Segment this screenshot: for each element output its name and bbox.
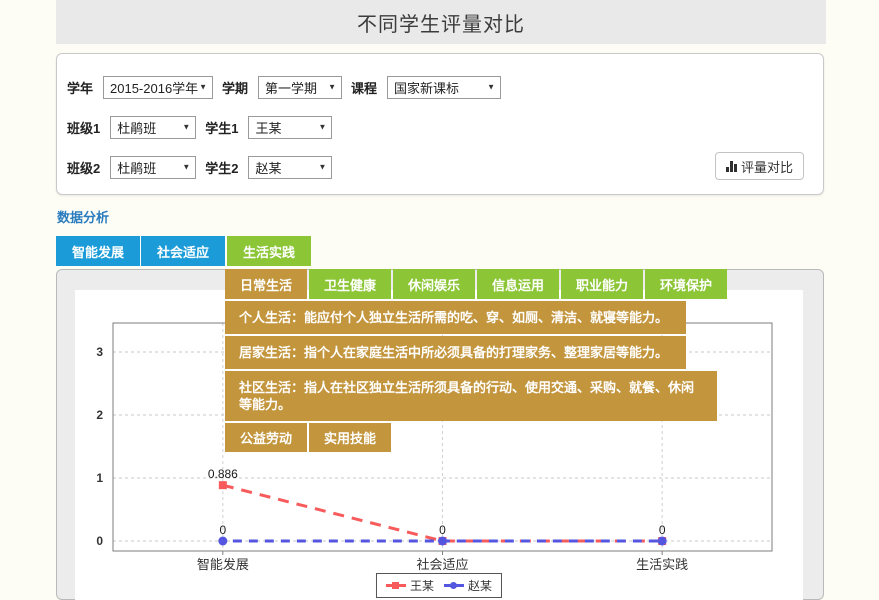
page-header: 不同学生评量对比 <box>56 0 826 44</box>
semester-label: 学期 <box>222 80 249 96</box>
student1-label: 学生1 <box>205 120 239 136</box>
blue-circle-marker-icon <box>444 581 464 590</box>
svg-text:智能发展: 智能发展 <box>197 557 249 572</box>
bar-chart-icon <box>725 160 737 172</box>
class1-value: 杜鹃班 <box>117 120 157 136</box>
student2-label: 学生2 <box>205 160 239 176</box>
red-square-marker-icon <box>385 581 406 590</box>
legend-label-student1: 王某 <box>409 579 434 593</box>
submenu-information-use[interactable]: 信息运用 <box>477 269 559 299</box>
svg-text:3: 3 <box>96 345 103 359</box>
svg-text:0: 0 <box>96 534 103 548</box>
student2-value: 赵某 <box>255 160 282 176</box>
svg-text:0: 0 <box>219 523 226 537</box>
svg-text:0: 0 <box>439 523 446 537</box>
svg-text:0.886: 0.886 <box>208 467 238 481</box>
svg-text:1: 1 <box>96 471 103 485</box>
student2-select[interactable]: 赵某 ▼ <box>248 155 333 179</box>
chart-legend: 王某 赵某 <box>375 573 503 598</box>
submenu-hygiene-health[interactable]: 卫生健康 <box>309 269 391 299</box>
student1-select[interactable]: 王某 ▼ <box>248 115 333 139</box>
filter-row-3: 班级2 杜鹃班 ▼ 学生2 赵某 ▼ <box>67 155 341 179</box>
tab-intelligence-development[interactable]: 智能发展 <box>56 236 140 266</box>
life-practice-dropdown-menu: 日常生活 卫生健康 休闲娱乐 信息运用 职业能力 环境保护 个人生活：能应付个人… <box>225 269 729 452</box>
class2-value: 杜鹃班 <box>117 160 157 176</box>
semester-select[interactable]: 第一学期 ▼ <box>258 75 343 99</box>
submenu-row: 日常生活 卫生健康 休闲娱乐 信息运用 职业能力 环境保护 <box>225 269 729 299</box>
legend-item-student1[interactable]: 王某 <box>385 577 434 594</box>
compare-button[interactable]: 评量对比 <box>714 152 804 180</box>
menu-item-personal-life[interactable]: 个人生活：能应付个人独立生活所需的吃、穿、如厕、清洁、就寝等能力。 <box>225 301 686 334</box>
menu-actions-row: 公益劳动 实用技能 <box>225 423 729 452</box>
svg-text:社会适应: 社会适应 <box>416 557 468 572</box>
chevron-down-icon: ▼ <box>328 82 337 92</box>
submenu-leisure-entertainment[interactable]: 休闲娱乐 <box>393 269 475 299</box>
class2-label: 班级2 <box>67 160 101 176</box>
filter-row-1: 学年 2015-2016学年 ▼ 学期 第一学期 ▼ 课程 国家新课标 ▼ <box>67 75 510 99</box>
class2-select[interactable]: 杜鹃班 ▼ <box>110 155 197 179</box>
chevron-down-icon: ▼ <box>199 82 208 92</box>
data-analysis-heading: 数据分析 <box>57 210 110 225</box>
course-label: 课程 <box>351 80 378 96</box>
student1-value: 王某 <box>255 120 282 136</box>
legend-label-student2: 赵某 <box>468 579 493 593</box>
school-year-select[interactable]: 2015-2016学年 ▼ <box>103 75 214 99</box>
tab-life-practice[interactable]: 生活实践 <box>227 236 311 266</box>
chevron-down-icon: ▼ <box>318 162 327 172</box>
chevron-down-icon: ▼ <box>487 82 496 92</box>
legend-item-student2[interactable]: 赵某 <box>444 577 492 594</box>
semester-value: 第一学期 <box>265 80 318 96</box>
category-tabs: 智能发展 社会适应 生活实践 <box>56 236 312 266</box>
menu-item-community-life[interactable]: 社区生活：指人在社区独立生活所须具备的行动、使用交通、采购、就餐、休闲等能力。 <box>225 371 717 421</box>
course-select[interactable]: 国家新课标 ▼ <box>387 75 502 99</box>
submenu-environment-protection[interactable]: 环境保护 <box>645 269 727 299</box>
submenu-vocational-ability[interactable]: 职业能力 <box>561 269 643 299</box>
class1-select[interactable]: 杜鹃班 ▼ <box>110 115 197 139</box>
course-value: 国家新课标 <box>394 80 460 96</box>
svg-text:2: 2 <box>96 408 103 422</box>
svg-text:生活实践: 生活实践 <box>636 557 688 572</box>
page-title: 不同学生评量对比 <box>357 13 525 36</box>
filter-row-2: 班级1 杜鹃班 ▼ 学生1 王某 ▼ <box>67 115 341 139</box>
menu-item-home-life[interactable]: 居家生活：指个人在家庭生活中所必须具备的打理家务、整理家居等能力。 <box>225 336 686 369</box>
filter-panel: 学年 2015-2016学年 ▼ 学期 第一学期 ▼ 课程 国家新课标 ▼ 班级… <box>56 53 824 195</box>
school-year-label: 学年 <box>67 80 94 96</box>
menu-item-practical-skills[interactable]: 实用技能 <box>309 423 391 452</box>
class1-label: 班级1 <box>67 120 101 136</box>
submenu-daily-life[interactable]: 日常生活 <box>225 269 307 299</box>
chevron-down-icon: ▼ <box>318 122 327 132</box>
chevron-down-icon: ▼ <box>182 162 191 172</box>
chevron-down-icon: ▼ <box>182 122 191 132</box>
tab-social-adaptation[interactable]: 社会适应 <box>141 236 225 266</box>
school-year-value: 2015-2016学年 <box>110 80 199 96</box>
svg-text:0: 0 <box>659 523 666 537</box>
compare-button-label: 评量对比 <box>740 159 793 175</box>
menu-item-public-welfare-labor[interactable]: 公益劳动 <box>225 423 307 452</box>
